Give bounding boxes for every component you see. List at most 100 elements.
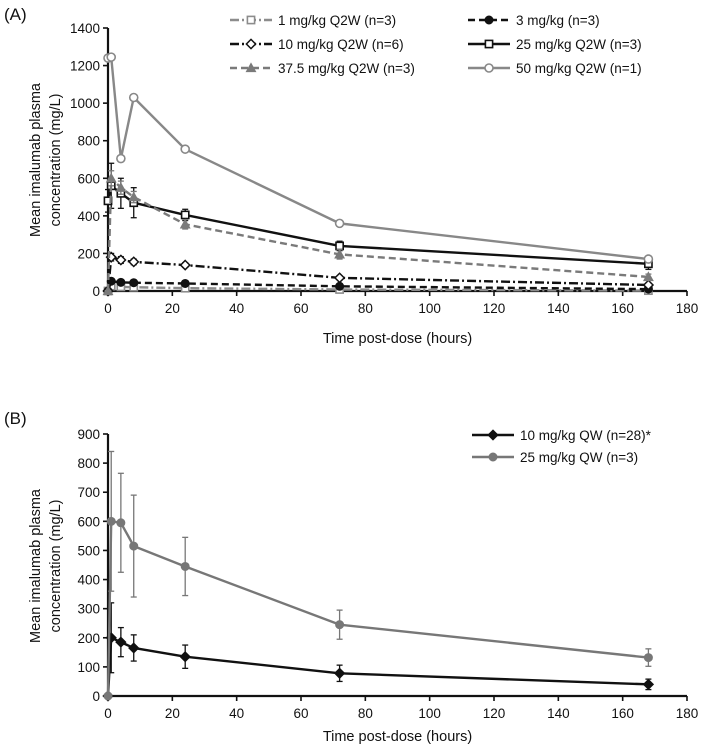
panel-b-data-point	[179, 651, 191, 663]
panel-a-data-point	[105, 172, 117, 183]
panel-a-data-point	[115, 254, 127, 266]
panel-b-x-tick-label: 80	[358, 706, 373, 721]
panel-b-data-point	[103, 691, 113, 701]
panel-a-legend-label: 50 mg/kg Q2W (n=1)	[516, 61, 642, 76]
panel-b-data-point	[128, 642, 140, 654]
panel-a-legend-item: 25 mg/kg Q2W (n=3)	[468, 37, 642, 52]
panel-a-legend-item: 3 mg/kg (n=3)	[468, 13, 600, 28]
panel-a-x-tick-label: 160	[611, 301, 634, 316]
panel-a-data-point	[180, 144, 190, 154]
panel-b-data-point	[642, 678, 655, 691]
panel-b-x-tick-label: 160	[611, 706, 634, 721]
panel-a-data-point	[180, 278, 190, 288]
panel-a-y-axis-label: concentration (mg/L)	[48, 94, 64, 227]
panel-a-x-tick-label: 140	[547, 301, 570, 316]
panel-b-y-tick-label: 0	[92, 689, 100, 704]
panel-b-data-point	[106, 516, 116, 526]
panel-b-series-line	[106, 636, 649, 697]
panel-a-data-point	[128, 92, 139, 103]
panel-a-label: (A)	[4, 5, 27, 24]
panel-a-x-tick-label: 60	[293, 301, 308, 316]
panel-a-x-tick-label: 80	[358, 301, 373, 316]
panel-a-legend-label: 10 mg/kg Q2W (n=6)	[278, 37, 404, 52]
panel-b-series-2	[103, 450, 653, 701]
panel-a-data-point	[642, 271, 654, 282]
panel-a-data-point	[102, 285, 114, 296]
panel-b-x-tick-label: 20	[165, 706, 180, 721]
panel-a-x-tick-label: 0	[104, 301, 112, 316]
panel-a-data-point	[128, 191, 140, 202]
panel-a-y-tick-label: 800	[77, 134, 100, 149]
panel-a-data-point	[128, 256, 140, 268]
panel-b-y-axis-label: concentration (mg/L)	[48, 500, 64, 633]
panel-a-data-point	[642, 279, 655, 291]
panel-a-data-point	[179, 218, 191, 229]
panel-a-data-point	[116, 277, 126, 287]
panel-a-series-line	[107, 55, 649, 261]
panel-a-legend-swatch-marker	[245, 38, 257, 50]
panel-b-x-tick-label: 40	[229, 706, 244, 721]
panel-a-data-point	[115, 182, 127, 192]
panel-a-x-tick-label: 40	[229, 301, 244, 316]
panel-b-y-tick-label: 200	[77, 631, 100, 646]
panel-b-x-tick-label: 140	[547, 706, 570, 721]
panel-b-chart: (B) 0 100 200 300 400 500 600 700 800 900 0 20 40 60 80…	[4, 409, 698, 745]
panel-a-legend-label: 25 mg/kg Q2W (n=3)	[516, 37, 642, 52]
panel-a-data-point	[116, 153, 126, 164]
panel-a-legend-swatch-marker	[484, 15, 494, 25]
panel-b-x-tick-label: 180	[676, 706, 699, 721]
panel-a-x-tick-label: 120	[483, 301, 506, 316]
panel-a-data-point	[643, 254, 654, 264]
panel-b-x-tick-label: 120	[483, 706, 506, 721]
panel-b-data-point	[129, 541, 139, 551]
panel-b-y-tick-label: 900	[77, 427, 100, 442]
panel-b-legend-item: 10 mg/kg QW (n=28)*	[472, 428, 652, 443]
panel-a-legend-swatch-marker	[246, 15, 256, 25]
panel-b-x-tick-label: 60	[293, 706, 308, 721]
panel-b-series-1	[102, 602, 655, 702]
panel-b-data-point	[116, 518, 126, 528]
panel-a-legend-swatch-marker	[484, 63, 494, 73]
panel-a-legend-item: 10 mg/kg Q2W (n=6)	[230, 37, 404, 52]
panel-a-legend-item: 37.5 mg/kg Q2W (n=3)	[230, 61, 415, 76]
panel-b-legend-swatch-marker	[488, 452, 498, 462]
panel-b-data-point	[180, 561, 190, 571]
panel-b-data-point	[333, 667, 346, 679]
panel-a-x-tick-label: 20	[165, 301, 180, 316]
panel-a-y-tick-label: 0	[92, 284, 100, 299]
panel-b-data-point	[643, 653, 653, 663]
panel-b-legend-item: 25 mg/kg QW (n=3)	[472, 450, 638, 465]
panel-a-series-line	[106, 177, 649, 292]
panel-a-data-point	[333, 272, 346, 284]
panel-a-legend-swatch-marker	[484, 39, 494, 49]
panel-b-series-line	[106, 520, 649, 697]
panel-b-y-tick-label: 700	[77, 485, 100, 500]
panel-b-y-tick-label: 400	[77, 573, 100, 588]
panel-b-x-tick-label: 0	[104, 706, 112, 721]
panel-a-legend-item: 1 mg/kg Q2W (n=3)	[230, 13, 396, 28]
panel-a-y-tick-label: 600	[77, 171, 100, 186]
panel-a-data-point	[334, 248, 346, 259]
panel-a-chart: (A) 0 200 400 600 800 1000 1200 1400 0 20 40 60 80 100…	[4, 5, 698, 347]
panel-b-y-tick-label: 600	[77, 514, 100, 529]
panel-a-series-4	[103, 162, 653, 271]
panel-b-x-axis-label: Time post-dose (hours)	[323, 729, 472, 745]
panel-a-legend-label: 3 mg/kg (n=3)	[516, 13, 600, 28]
panel-a-data-point	[129, 278, 139, 288]
panel-b-legend: 10 mg/kg QW (n=28)* 25 mg/kg QW (n=3)	[472, 428, 652, 465]
panel-a-data-point	[106, 52, 117, 62]
panel-b-y-tick-label: 500	[77, 543, 100, 558]
panel-a-legend-label: 37.5 mg/kg Q2W (n=3)	[278, 61, 415, 76]
panel-a-y-tick-label: 1000	[70, 96, 100, 111]
panel-b-label: (B)	[4, 409, 27, 428]
panel-a-data-point	[179, 259, 191, 271]
panel-a-legend-swatch-marker	[245, 62, 257, 73]
panel-a-x-tick-label: 100	[418, 301, 441, 316]
panel-b-y-tick-label: 100	[77, 660, 100, 675]
panel-a-legend: 1 mg/kg Q2W (n=3) 3 mg/kg (n=3) 10 mg/kg Q…	[230, 13, 642, 76]
panel-a-data-point	[334, 218, 345, 229]
panel-a-x-axis-label: Time post-dose (hours)	[323, 331, 472, 347]
panel-a-y-tick-label: 1200	[70, 59, 100, 74]
panel-b-y-tick-label: 300	[77, 602, 100, 617]
